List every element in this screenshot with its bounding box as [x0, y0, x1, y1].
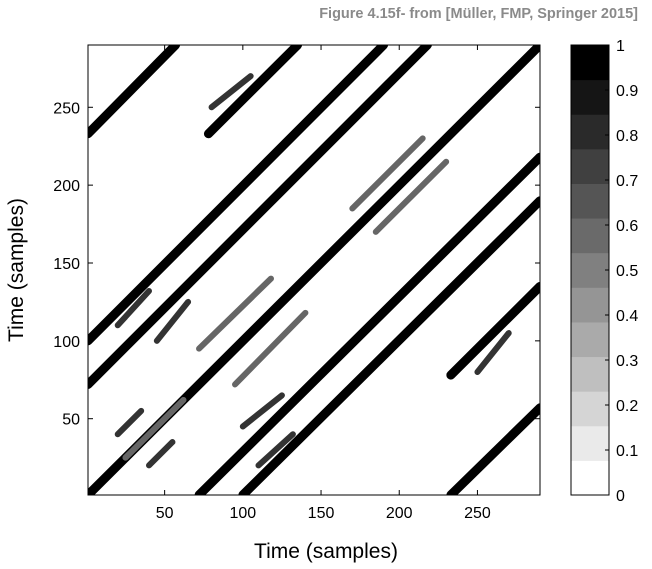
- x-tick-label: 100: [229, 505, 256, 522]
- colorbar-swatch: [571, 321, 609, 358]
- x-tick-label: 200: [386, 505, 413, 522]
- colorbar-swatch: [571, 391, 609, 427]
- colorbar-tick-label: 0.2: [616, 398, 638, 415]
- colorbar-swatch: [571, 148, 609, 184]
- colorbar-swatch: [571, 79, 609, 115]
- colorbar-tick-label: 0.7: [616, 173, 638, 190]
- colorbar-tick-label: 0.8: [616, 128, 638, 145]
- y-tick-label: 200: [53, 178, 80, 195]
- colorbar-tick-label: 0.4: [616, 308, 638, 325]
- heatmap-path-16: [255, 431, 296, 469]
- heatmap-path-21: [208, 73, 254, 111]
- heatmap-path-8: [446, 281, 540, 380]
- heatmap-path-13: [349, 135, 426, 212]
- heatmap-path-19: [114, 407, 145, 438]
- heatmap-path-10: [122, 397, 187, 461]
- heatmap-path-2: [194, 152, 540, 495]
- heatmap-path-12: [196, 275, 274, 352]
- colorbar-swatch: [571, 356, 609, 392]
- colorbar-ticks: 0 0.1 0.2 0.3 0.4 0.5 0.6 0.7 0.8 0.9 1: [605, 38, 638, 505]
- x-tick-label: 150: [308, 505, 335, 522]
- x-axis-label: Time (samples): [254, 540, 398, 563]
- heatmap-path-4: [238, 196, 540, 495]
- colorbar-swatch: [571, 114, 609, 150]
- heatmap-path-15: [114, 288, 152, 329]
- colorbar-tick-label: 0.5: [616, 263, 638, 280]
- x-tick-label: 250: [464, 505, 491, 522]
- y-tick-label: 150: [53, 256, 80, 273]
- y-axis-label: Time (samples): [5, 198, 28, 342]
- colorbar-tick-label: 0.9: [616, 83, 638, 100]
- heatmap-path-22: [474, 330, 512, 375]
- colorbar-swatch: [571, 183, 609, 219]
- colorbar: 0 0.1 0.2 0.3 0.4 0.5 0.6 0.7 0.8 0.9 1: [570, 38, 638, 505]
- heatmap-path-3: [88, 45, 389, 346]
- y-axis-ticks: 50 100 150 200 250: [53, 100, 540, 429]
- colorbar-swatch: [571, 425, 609, 461]
- colorbar-tick-label: 0.1: [616, 443, 638, 460]
- heatmap-path-11: [232, 309, 309, 388]
- colorbar-swatch: [571, 287, 609, 323]
- heatmap-paths: [88, 45, 540, 495]
- colorbar-tick-label: 0: [616, 488, 625, 505]
- colorbar-swatch: [571, 460, 609, 496]
- plot-frame: [87, 44, 541, 496]
- heatmap-path-1: [88, 45, 432, 389]
- heatmap-plot: 50 100 150 200 250 50 100 150 200 250: [53, 44, 541, 522]
- x-axis-ticks: 50 100 150 200 250: [156, 45, 491, 522]
- colorbar-swatch: [571, 252, 609, 288]
- heatmap-path-6: [446, 403, 540, 495]
- y-tick-label: 50: [62, 412, 80, 429]
- colorbar-tick-label: 0.3: [616, 353, 638, 370]
- figure-caption: Figure 4.15f- from [Müller, FMP, Springe…: [319, 6, 638, 22]
- colorbar-swatch: [571, 218, 609, 254]
- x-tick-label: 50: [156, 505, 174, 522]
- heatmap-path-20: [145, 439, 176, 469]
- y-tick-label: 250: [53, 100, 80, 117]
- colorbar-tick-label: 1: [616, 38, 625, 55]
- colorbar-swatch: [571, 45, 609, 81]
- heatmap-path-14: [372, 158, 450, 235]
- heatmap-path-7: [203, 45, 303, 139]
- heatmap-path-17: [153, 298, 192, 344]
- colorbar-swatches: [571, 45, 609, 496]
- heatmap-path-18: [239, 392, 285, 430]
- colorbar-tick-label: 0.6: [616, 218, 638, 235]
- y-tick-label: 100: [53, 334, 80, 351]
- heatmap-path-5: [88, 45, 181, 139]
